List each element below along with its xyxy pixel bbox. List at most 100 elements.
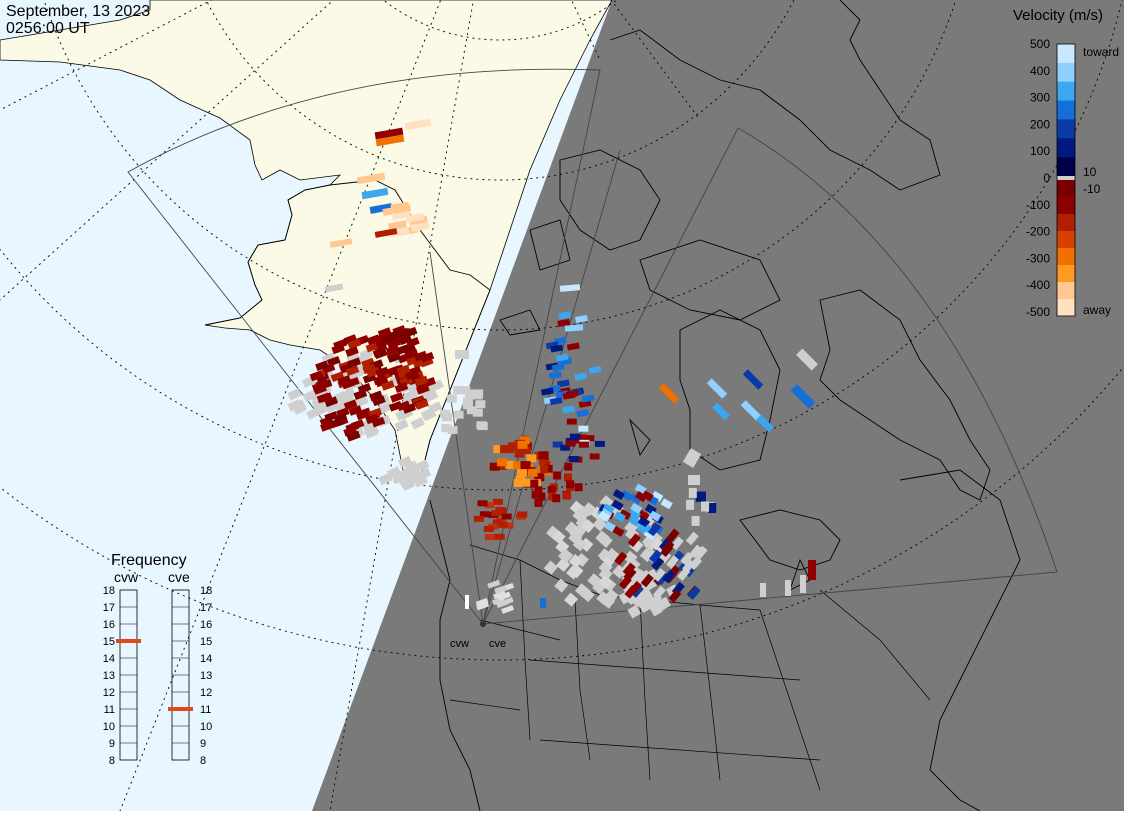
backscatter-cell	[473, 515, 484, 522]
backscatter-cell	[556, 379, 570, 388]
backscatter-cell	[575, 314, 588, 323]
backscatter-cell	[313, 403, 328, 417]
backscatter-cell	[544, 464, 553, 473]
backscatter-cell	[316, 392, 331, 404]
backscatter-cell	[366, 334, 381, 346]
backscatter-cell	[453, 386, 464, 395]
backscatter-cell	[540, 387, 554, 396]
backscatter-cell	[668, 589, 682, 603]
backscatter-cell	[557, 318, 571, 327]
backscatter-cell	[405, 462, 420, 476]
backscatter-cell	[357, 383, 372, 394]
backscatter-cell	[538, 451, 549, 460]
backscatter-cell	[453, 410, 464, 419]
backscatter-cell	[292, 402, 307, 415]
backscatter-cell	[386, 338, 401, 350]
backscatter-cell	[402, 403, 417, 414]
backscatter-cell	[447, 426, 458, 435]
backscatter-cell	[392, 204, 412, 215]
backscatter-cell	[519, 436, 530, 445]
backscatter-cell	[354, 395, 369, 408]
backscatter-cell	[324, 283, 344, 293]
backscatter-cell	[405, 369, 419, 381]
velocity-tick-label: 300	[1030, 91, 1050, 105]
frequency-tick-label: 10	[200, 721, 212, 733]
backscatter-cell	[465, 595, 469, 609]
frequency-tick-label: 15	[200, 636, 212, 648]
backscatter-cell	[568, 553, 583, 569]
backscatter-cell	[537, 492, 546, 501]
backscatter-cell	[403, 389, 419, 402]
backscatter-cell	[572, 508, 587, 523]
frequency-marker	[116, 639, 141, 643]
backscatter-cell	[513, 461, 524, 470]
backscatter-cell	[790, 384, 816, 409]
backscatter-cell	[647, 522, 662, 537]
backscatter-cell	[493, 590, 507, 600]
backscatter-cell	[651, 490, 664, 502]
backscatter-cell	[576, 409, 590, 418]
backscatter-cell	[687, 586, 701, 600]
backscatter-cell	[651, 556, 665, 571]
backscatter-cell	[517, 511, 528, 518]
backscatter-cell	[613, 511, 626, 523]
frequency-tick-label: 14	[200, 653, 212, 665]
frequency-panel: Frequency cvw cve 1817161514131211109818…	[103, 552, 213, 767]
backscatter-cell	[333, 412, 348, 424]
backscatter-cell	[566, 418, 577, 425]
backscatter-cell	[375, 134, 405, 147]
backscatter-cell	[315, 360, 329, 372]
backscatter-cell	[347, 357, 362, 369]
frequency-tick-label: 9	[109, 738, 115, 750]
backscatter-cell	[404, 118, 432, 131]
velocity-swatch	[1057, 299, 1075, 317]
backscatter-cell	[326, 355, 341, 367]
backscatter-cell	[534, 473, 545, 482]
backscatter-cell	[483, 525, 494, 532]
backscatter-cell	[375, 376, 389, 388]
backscatter-cell	[373, 348, 388, 360]
backscatter-cell	[287, 388, 302, 401]
backscatter-cell	[701, 501, 710, 512]
backscatter-cell	[540, 598, 546, 608]
backscatter-cell	[658, 383, 680, 404]
backscatter-cell	[377, 327, 392, 338]
backscatter-cell	[381, 380, 395, 391]
backscatter-cell	[552, 494, 561, 503]
backscatter-cell	[346, 376, 360, 388]
backscatter-cell	[514, 449, 525, 458]
velocity-tick-label: 100	[1030, 144, 1050, 158]
backscatter-cell	[374, 127, 404, 140]
backscatter-cell	[396, 400, 411, 412]
backscatter-cell	[343, 334, 358, 345]
backscatter-cell	[708, 503, 717, 514]
backscatter-cell	[570, 437, 581, 444]
frequency-tick-label: 8	[200, 755, 206, 767]
backscatter-cell	[666, 528, 680, 543]
backscatter-cell	[564, 324, 584, 332]
velocity-swatch	[1057, 157, 1075, 177]
backscatter-cell	[410, 221, 430, 232]
backscatter-cell	[628, 508, 641, 521]
backscatter-cell	[364, 426, 379, 439]
frequency-tick-label: 11	[104, 704, 115, 716]
backscatter-cell	[476, 601, 490, 611]
backscatter-cell	[369, 203, 393, 214]
backscatter-cell	[446, 394, 457, 403]
frequency-tick-label: 8	[109, 755, 115, 767]
backscatter-cell	[356, 172, 386, 185]
velocity-swatch	[1057, 119, 1075, 139]
backscatter-cell	[740, 400, 762, 421]
backscatter-cell	[592, 517, 607, 532]
backscatter-cell	[287, 399, 302, 412]
backscatter-cell	[661, 540, 675, 554]
backscatter-cell	[808, 560, 816, 580]
backscatter-cell	[406, 336, 420, 348]
backscatter-cell	[553, 471, 562, 480]
backscatter-cell	[494, 584, 508, 594]
backscatter-cell	[627, 533, 641, 548]
frequency-tick-label: 16	[200, 619, 212, 631]
backscatter-cell	[477, 500, 488, 507]
backscatter-cell	[612, 488, 625, 501]
backscatter-cell	[475, 597, 489, 607]
